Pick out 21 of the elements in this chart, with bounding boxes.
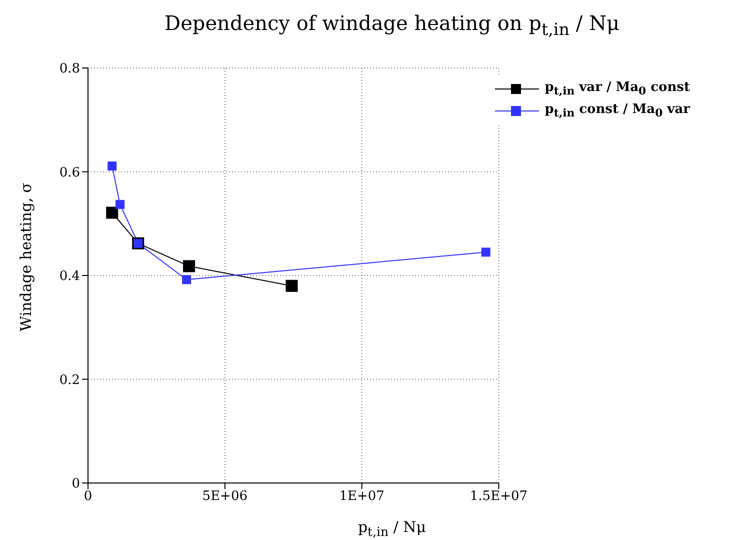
point xyxy=(183,260,196,272)
x-axis-title: p$_{t,in}$ / Nμ xyxy=(358,518,426,539)
y-tick-label: 0.4 xyxy=(59,269,80,284)
y-axis-title: Windage heating, σ xyxy=(17,182,35,332)
legend-label: p$_{t,in}$ const / Ma$_{0}$ var xyxy=(544,102,690,120)
legend-label: p$_{t,in}$ var / Ma$_{0}$ const xyxy=(544,80,690,98)
point xyxy=(106,206,118,219)
point xyxy=(108,162,117,171)
y-tick-label: 0.6 xyxy=(59,165,80,180)
point xyxy=(182,275,192,284)
point xyxy=(116,200,125,209)
chart-title: Dependency of windage heating on p$_{t,in}$ / Nμ xyxy=(164,11,620,39)
x-tick-label: 1E+07 xyxy=(339,489,384,504)
y-tick-label: 0.2 xyxy=(59,372,80,388)
x-tick-label: 0 xyxy=(84,489,92,504)
x-tick-label: 1.5E+07 xyxy=(470,489,528,504)
point xyxy=(286,280,298,292)
point xyxy=(481,248,490,257)
y-tick-label: 0.8 xyxy=(59,62,80,77)
x-tick-label: 5E+06 xyxy=(202,489,248,504)
y-tick-label: 0 xyxy=(72,476,80,492)
